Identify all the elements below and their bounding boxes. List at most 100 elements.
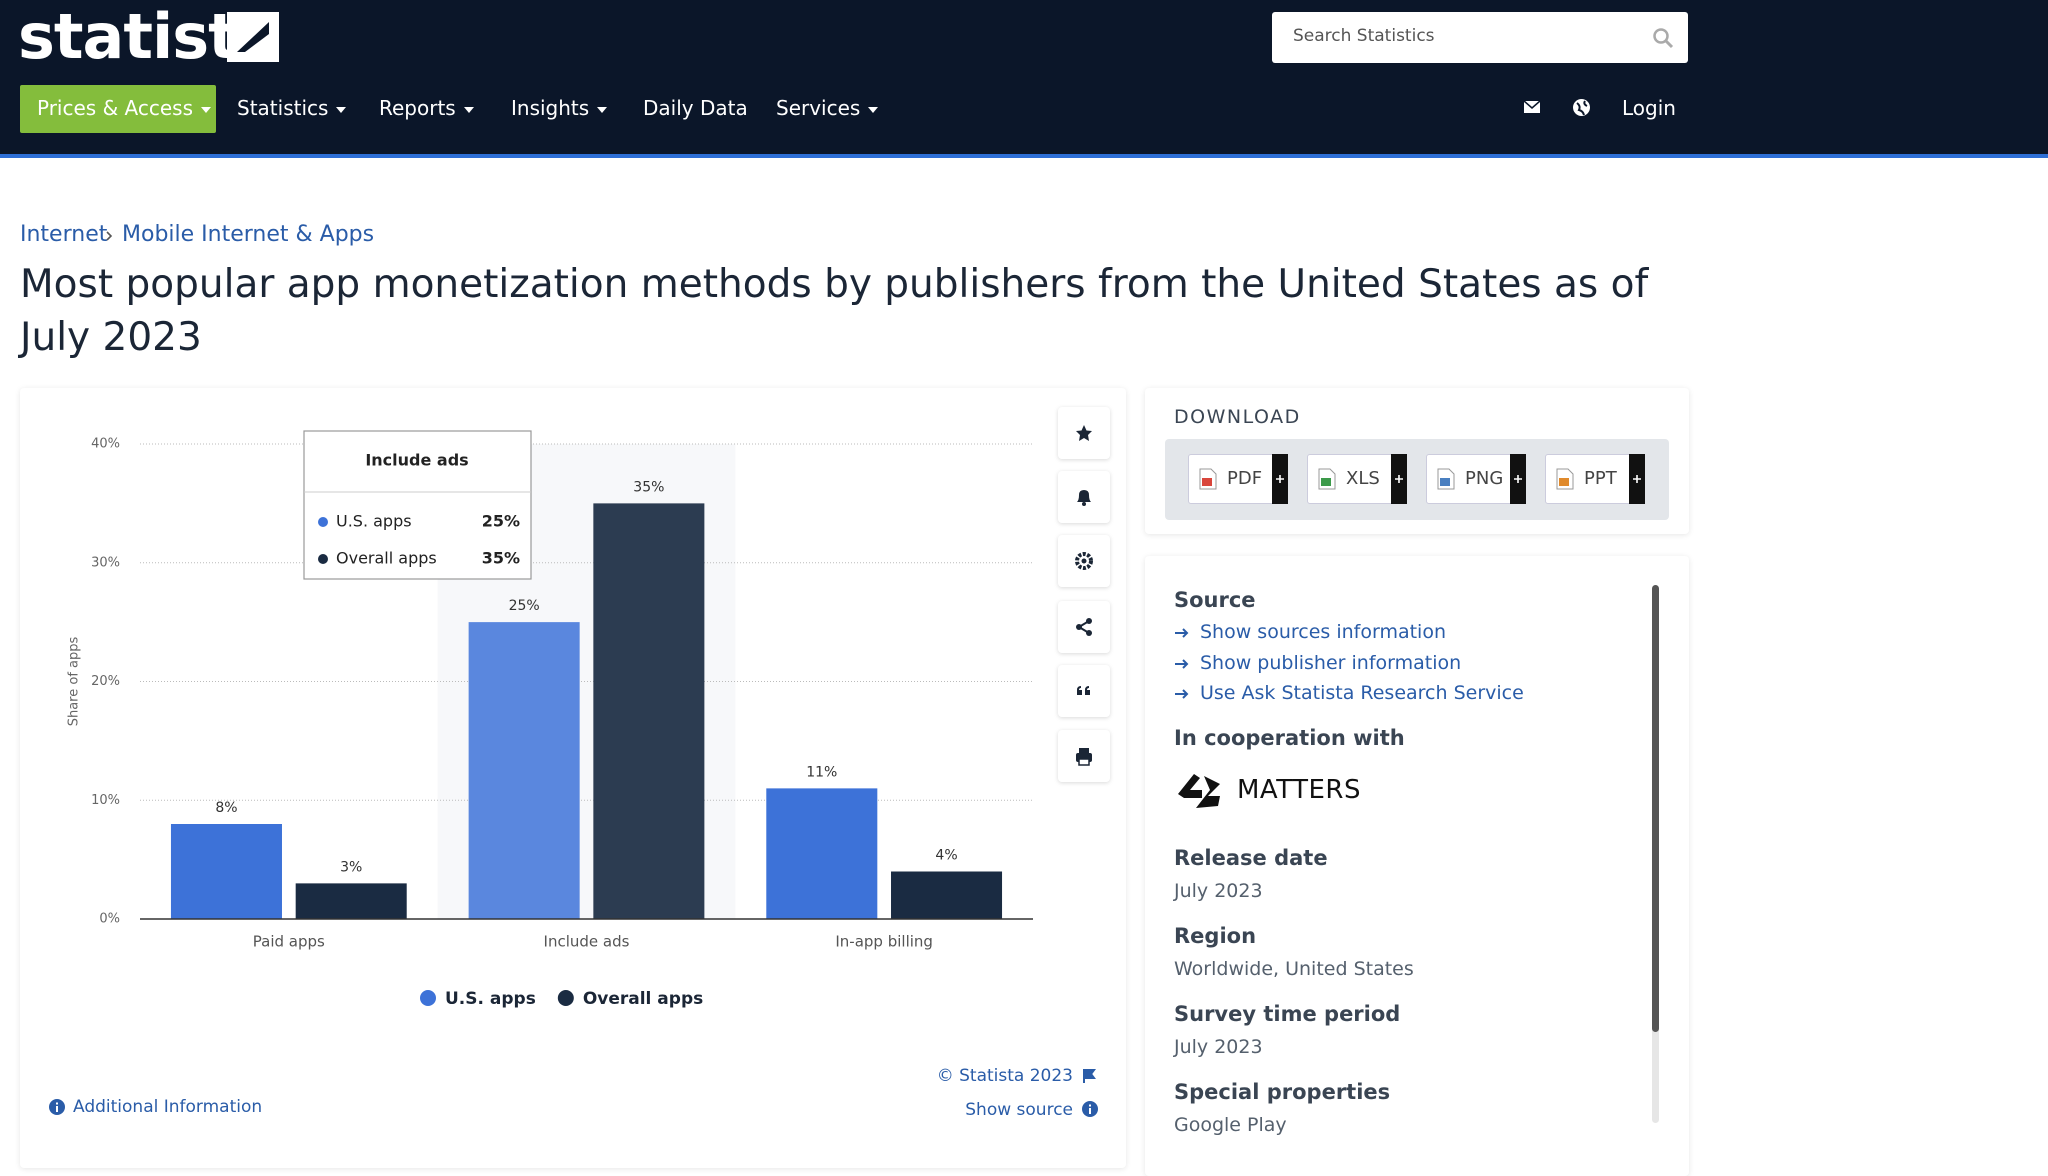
login[interactable]: Login [1622, 96, 1676, 120]
bar [766, 788, 878, 919]
info-card: Source In cooperation with MATTERS Show … [1145, 556, 1689, 1176]
x-tick-label: Paid apps [253, 933, 325, 951]
download-card: DOWNLOAD PDF XLS PNG PPT [1145, 388, 1689, 534]
breadcrumb-link[interactable]: Mobile Internet & Apps [122, 222, 375, 247]
download-button[interactable]: PDF [1188, 454, 1288, 504]
tooltip-series: Overall apps [336, 549, 437, 568]
partner-logo-mark [1178, 774, 1220, 808]
flag-icon [1083, 1069, 1096, 1083]
breadcrumb-separator [106, 231, 113, 241]
download-plus[interactable] [1272, 454, 1288, 504]
notify-button[interactable] [1058, 471, 1110, 523]
value-label: 8% [215, 800, 237, 816]
source-link[interactable]: Use Ask Statista Research Service [1200, 682, 1524, 704]
info-value: July 2023 [1174, 880, 1263, 902]
nav-label: Prices & Access [37, 96, 193, 120]
search-box[interactable]: Search Statistics [1272, 12, 1688, 63]
cite-button[interactable] [1058, 665, 1110, 717]
bar [295, 883, 407, 919]
bar [468, 622, 580, 919]
download-button[interactable]: PNG [1426, 454, 1526, 504]
info-heading: Survey time period [1174, 1002, 1401, 1026]
download-plus[interactable] [1510, 454, 1526, 504]
share-button[interactable] [1058, 601, 1110, 653]
tooltip-marker [318, 517, 328, 527]
header: statista Search Statistics Prices & Acce… [0, 0, 2048, 158]
nav-label: Reports [379, 96, 456, 120]
source-link[interactable]: Show publisher information [1200, 651, 1462, 674]
copyright[interactable]: © Statista 2023 [936, 1066, 1073, 1086]
legend-marker [420, 990, 436, 1006]
legend-marker [557, 990, 574, 1006]
info-heading: Release date [1174, 846, 1328, 870]
scroll-thumb[interactable] [1652, 585, 1659, 1032]
info-heading: Special properties [1174, 1080, 1391, 1104]
info-heading: Region [1174, 924, 1257, 948]
y-tick-label: 30% [91, 555, 120, 570]
download-button[interactable]: PPT [1545, 454, 1645, 504]
tooltip-box [303, 430, 532, 580]
chart-card: 0% 10% 20% 30% 40% Share of apps Paid apps 8% 3%… [20, 388, 1126, 1168]
tooltip-title: Include ads [365, 451, 468, 470]
y-axis-label: Share of apps [67, 637, 82, 727]
nav-item[interactable]: Statistics [237, 94, 347, 122]
nav-label: Daily Data [643, 96, 748, 120]
additional-information[interactable]: Additional Information [73, 1097, 263, 1117]
info-value: Worldwide, United States [1174, 958, 1414, 980]
nav-label: Services [776, 96, 861, 120]
source-link[interactable]: Show sources information [1200, 621, 1446, 643]
plus-icon [1395, 475, 1403, 483]
value-label: 4% [935, 848, 957, 864]
chart: 0% 10% 20% 30% 40% Share of apps Paid apps 8% 3%… [67, 430, 1033, 1009]
nav-item[interactable]: Services [776, 94, 879, 122]
show-source[interactable]: Show source [965, 1100, 1073, 1120]
plus-icon [1276, 475, 1284, 483]
download-title: DOWNLOAD [1174, 406, 1301, 428]
print-icon [1076, 748, 1092, 766]
settings-button[interactable] [1058, 535, 1110, 587]
info-value: Google Play [1174, 1114, 1287, 1136]
x-tick-label: In-app billing [835, 933, 933, 951]
y-tick-label: 20% [91, 674, 120, 689]
plus-icon [1514, 475, 1522, 483]
tooltip-value: 25% [482, 512, 520, 531]
download-plus[interactable] [1629, 454, 1645, 504]
value-label: 11% [806, 764, 837, 780]
print-button[interactable] [1058, 730, 1110, 782]
star-icon [1076, 425, 1092, 441]
search-icon [1653, 28, 1674, 49]
bell-icon [1077, 490, 1091, 506]
nav-item[interactable]: Insights [511, 94, 608, 122]
nav-label: Insights [511, 96, 590, 120]
y-tick-label: 0% [99, 912, 120, 927]
download-button[interactable]: XLS [1307, 454, 1407, 504]
tooltip-marker [318, 554, 328, 564]
tooltip-value: 35% [482, 549, 520, 568]
favorite-button[interactable] [1058, 407, 1110, 459]
file-icon [1437, 468, 1455, 490]
download-plus[interactable] [1391, 454, 1407, 504]
share-icon [1076, 618, 1092, 636]
file-icon [1318, 468, 1336, 490]
prices-button[interactable] [20, 85, 216, 133]
bar [593, 503, 705, 919]
mail-icon[interactable] [1523, 99, 1541, 115]
nav-item[interactable]: Daily Data [643, 94, 748, 122]
globe-icon[interactable] [1572, 98, 1591, 117]
nav-item[interactable]: Prices & Access [37, 94, 211, 122]
cooperation-title: In cooperation with [1174, 726, 1405, 750]
logo-icon [227, 12, 279, 62]
search-placeholder: Search Statistics [1293, 26, 1435, 46]
source-link-arrow [1174, 656, 1190, 670]
partner-logo: MATTERS [1237, 775, 1362, 805]
source-link-arrow [1174, 625, 1190, 639]
info-icon [49, 1099, 65, 1115]
value-label: 3% [340, 859, 362, 875]
bar [891, 871, 1003, 919]
info-icon [1082, 1101, 1098, 1117]
nav-item[interactable]: Reports [379, 94, 474, 122]
file-icon [1556, 468, 1574, 490]
breadcrumb-link[interactable]: Internet [20, 222, 108, 247]
download-label: PPT [1584, 468, 1617, 489]
tooltip: Include ads U.S. apps 25% Overall apps 35% [303, 430, 532, 580]
